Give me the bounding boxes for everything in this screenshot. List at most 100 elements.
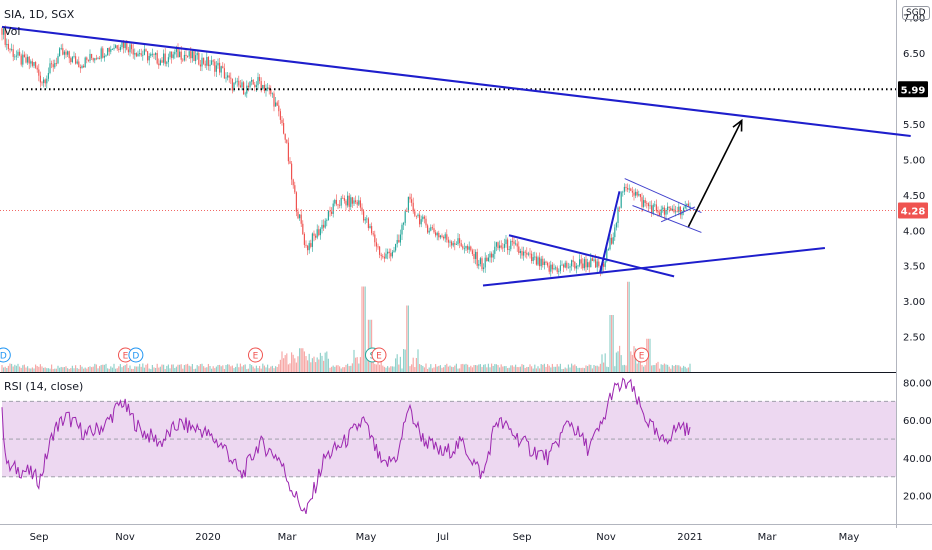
candle-body — [417, 214, 419, 217]
candle-body — [171, 51, 173, 58]
volume-bar — [177, 364, 179, 372]
volume-bar — [20, 367, 22, 372]
candle-body — [644, 200, 646, 203]
volume-bar — [543, 363, 545, 372]
volume-bar — [414, 367, 416, 372]
volume-bar — [11, 363, 13, 372]
candle-body — [198, 52, 200, 65]
volume-bar — [254, 368, 256, 372]
volume-bar — [555, 366, 557, 372]
volume-bar — [268, 368, 270, 372]
volume-bar — [339, 366, 341, 372]
candle-body — [532, 257, 534, 262]
volume-bar — [174, 368, 176, 372]
volume-bar — [443, 367, 445, 372]
currency-badge[interactable]: SGD — [902, 6, 930, 20]
candle-body — [276, 102, 278, 106]
volume-bar — [347, 363, 349, 372]
candle-body — [311, 233, 313, 247]
volume-bar — [62, 367, 64, 372]
candle-body — [86, 57, 88, 60]
candle-body — [551, 264, 553, 270]
candle-body — [84, 57, 86, 68]
volume-bar — [508, 367, 510, 372]
candle-body — [329, 211, 331, 213]
volume-bar — [355, 357, 357, 372]
volume-bar — [145, 364, 147, 372]
volume-bar — [668, 366, 670, 372]
event-marker-label: D — [0, 352, 7, 362]
candle-body — [390, 253, 392, 257]
candle-body — [542, 258, 544, 265]
candle-body — [585, 259, 587, 268]
volume-bar — [659, 368, 661, 372]
volume-bar — [628, 281, 630, 372]
volume-bar — [22, 365, 24, 372]
volume-bar — [76, 368, 78, 372]
candle-body — [451, 241, 453, 246]
volume-bar — [164, 369, 166, 372]
volume-bar — [103, 364, 105, 372]
candle-body — [347, 195, 349, 206]
candle-body — [319, 228, 321, 236]
candle-body — [399, 234, 401, 243]
volume-bar — [364, 286, 366, 372]
candle-body — [292, 179, 294, 186]
volume-bar — [683, 365, 685, 372]
candle-body — [470, 246, 472, 251]
candle-body — [212, 60, 214, 62]
candle-body — [201, 57, 203, 67]
candle-body — [385, 253, 387, 259]
candle-body — [113, 47, 115, 50]
candle-body — [228, 75, 230, 78]
volume-bar — [252, 366, 254, 372]
candle-body — [433, 228, 435, 233]
volume-bar — [579, 367, 581, 372]
volume-bar — [529, 364, 531, 372]
candle-body — [116, 45, 118, 49]
candle-body — [206, 56, 208, 66]
volume-bar — [689, 363, 691, 372]
volume-bar — [550, 367, 552, 372]
candle-body — [156, 53, 158, 64]
volume-bar — [246, 369, 248, 372]
downtrend-line — [1, 25, 911, 138]
volume-bar — [526, 366, 528, 372]
volume-bar — [596, 365, 598, 372]
volume-bar — [427, 368, 429, 372]
volume-bar — [196, 365, 198, 372]
candle-body — [44, 79, 46, 84]
volume-bar — [603, 362, 605, 372]
candle-body — [555, 267, 557, 269]
volume-bar — [455, 363, 457, 372]
candle-body — [279, 111, 281, 120]
candle-body — [222, 66, 224, 69]
candle-body — [331, 211, 333, 214]
time-tick-label: Nov — [115, 532, 135, 543]
volume-bar — [263, 365, 265, 372]
candle-body — [270, 89, 272, 94]
volume-bar — [79, 364, 81, 372]
volume-bar — [31, 367, 33, 372]
event-marker-dividend — [0, 347, 11, 363]
candle-body — [449, 241, 451, 243]
volume-bar — [481, 366, 483, 372]
candle-body — [219, 62, 221, 73]
volume-bar — [630, 351, 632, 372]
volume-bar — [583, 368, 585, 372]
candle-body — [372, 233, 374, 235]
volume-bar — [675, 364, 677, 372]
candle-body — [625, 186, 627, 189]
volume-bar — [313, 356, 315, 372]
candle-body — [190, 51, 192, 59]
candle-body — [510, 240, 512, 250]
candle-body — [561, 264, 563, 266]
volume-bar — [479, 364, 481, 372]
event-marker-earnings — [248, 347, 263, 363]
volume-bar — [358, 363, 360, 372]
candle-body — [676, 211, 678, 213]
volume-bar — [187, 363, 189, 372]
volume-bar — [478, 364, 480, 372]
candle-body — [487, 257, 489, 262]
